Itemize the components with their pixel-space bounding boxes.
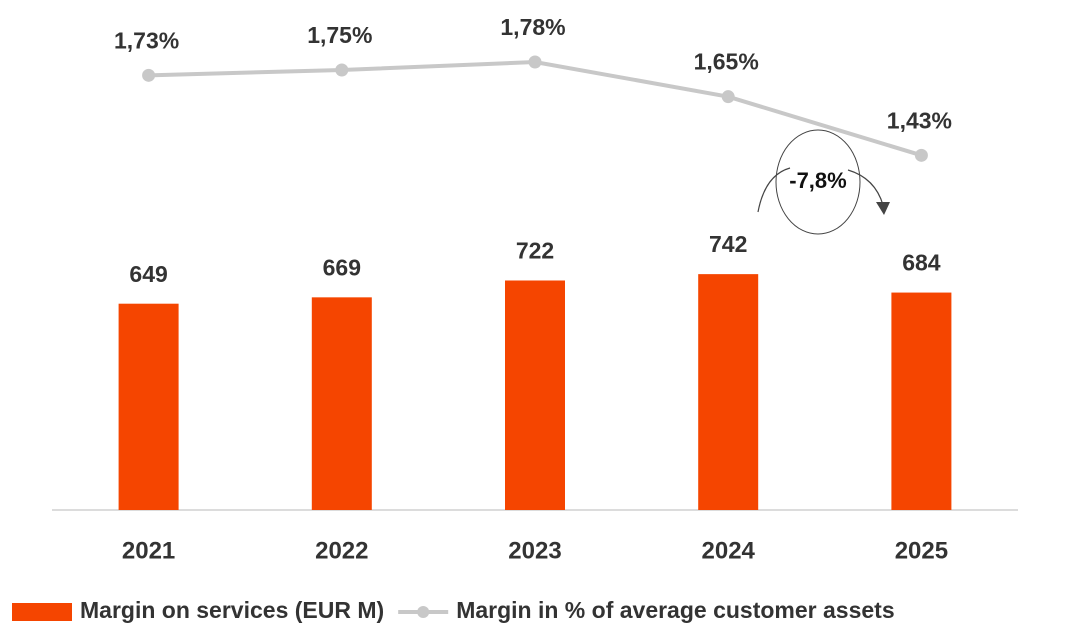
data-label: 742 — [709, 231, 747, 257]
point — [528, 55, 542, 69]
data-label: 1,65% — [694, 49, 759, 75]
legend-label: Margin in % of average customer assets — [456, 597, 894, 623]
data-label: 1,78% — [500, 14, 565, 40]
data-label: 1,73% — [114, 27, 179, 53]
arrow-head — [876, 202, 890, 215]
data-label: 649 — [129, 261, 167, 287]
x-tick-label: 2025 — [895, 537, 948, 564]
annotation-arrow — [847, 169, 884, 206]
bar — [118, 303, 179, 510]
data-label: 1,75% — [307, 22, 372, 48]
legend-swatch — [417, 606, 430, 618]
data-label: 669 — [323, 254, 361, 280]
bar — [505, 280, 565, 510]
annotation-circle — [775, 129, 861, 235]
x-tick-label: 2023 — [508, 537, 561, 564]
x-tick-label: 2022 — [315, 537, 368, 564]
data-label: 1,43% — [887, 107, 952, 133]
legend-swatch — [12, 603, 72, 621]
annotation: -7,8% — [789, 168, 846, 193]
bar — [311, 297, 372, 510]
x-tick-label: 2024 — [702, 537, 756, 564]
legend-label: Margin on services (EUR M) — [80, 597, 384, 623]
point — [142, 68, 156, 82]
point — [914, 148, 928, 162]
bar — [698, 274, 759, 510]
bar — [891, 292, 952, 510]
point — [721, 90, 735, 104]
point — [335, 63, 349, 77]
data-label: 722 — [516, 238, 554, 264]
x-tick-label: 2021 — [122, 537, 175, 564]
annotation-arrow — [757, 167, 791, 213]
data-label: 684 — [902, 250, 941, 276]
